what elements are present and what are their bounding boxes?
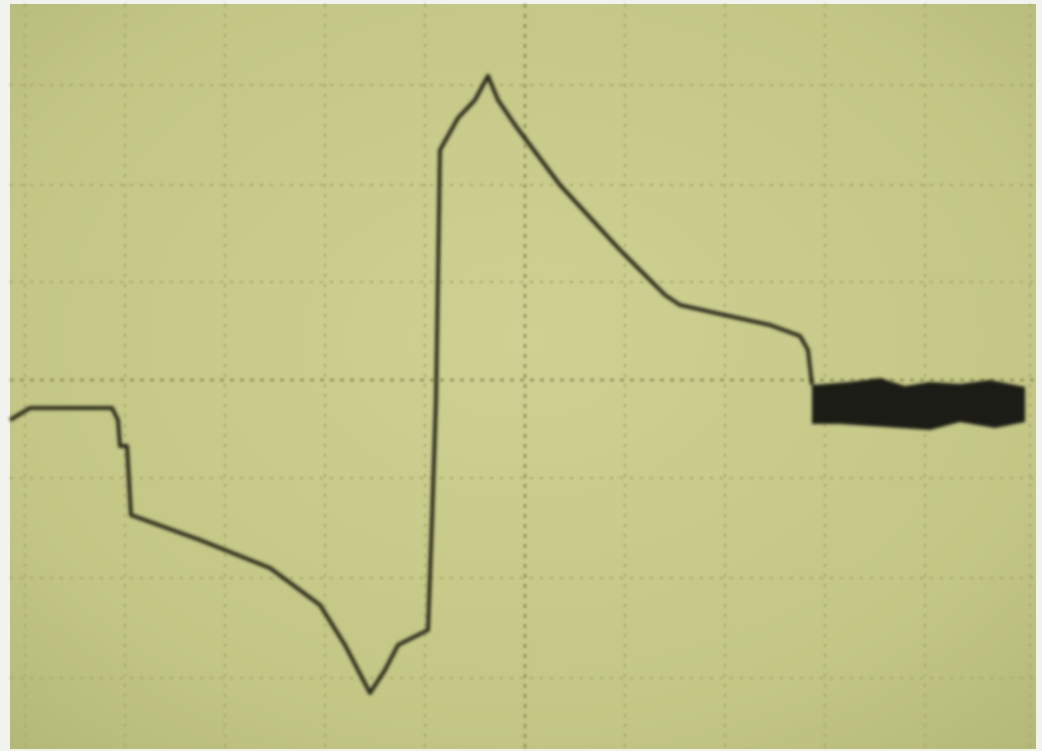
noise-band	[812, 378, 1025, 430]
oscilloscope-photo	[0, 0, 1042, 751]
screen	[10, 4, 1036, 749]
page	[0, 0, 1042, 751]
